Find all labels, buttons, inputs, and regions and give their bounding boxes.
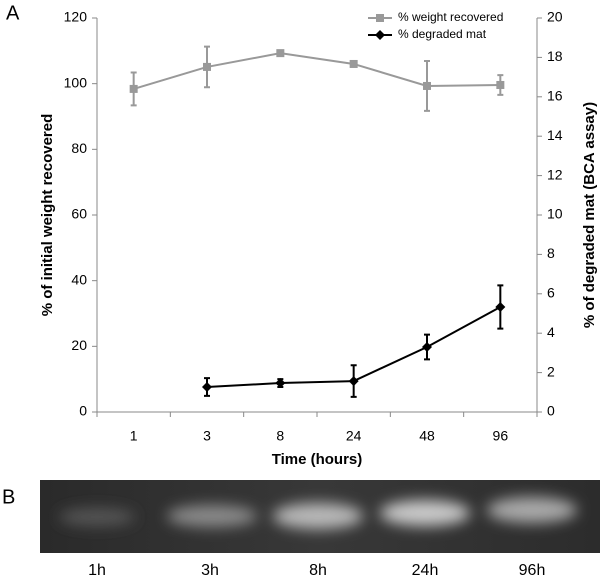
data-point [423,81,431,90]
legend-marker [376,14,384,22]
y-tick-label: 0 [79,403,87,419]
panel-label: A [6,2,20,24]
data-point [202,381,212,392]
legend-marker [375,30,385,40]
series-line [133,52,501,90]
gel-band [380,500,470,526]
y-tick-label: 80 [71,140,87,156]
y2-tick-label: 6 [547,285,555,301]
gel-band [59,508,135,526]
data-point [348,376,359,387]
y-tick-label: 40 [71,271,87,287]
gel-band [273,503,363,529]
legend-label: % degraded mat [398,27,487,41]
data-point [422,341,432,352]
x-tick-label: 24 [346,428,362,444]
y2-tick-label: 12 [547,166,563,182]
x-tick-label: 48 [419,428,435,444]
y2-axis-title: % of degraded mat (BCA assay) [581,102,598,328]
y2-tick-label: 18 [547,48,563,64]
y2-tick-label: 2 [547,363,555,379]
data-point [349,59,358,68]
data-point [495,301,506,312]
y-tick-label: 20 [71,337,87,353]
data-point [276,49,285,58]
gel-lane-label: 24h [412,562,439,579]
y-tick-label: 60 [71,206,87,222]
gel-band [487,497,577,523]
x-axis-title: Time (hours) [272,451,363,468]
legend-label: % weight recovered [398,10,503,24]
data-point [129,84,138,93]
data-point [203,62,211,71]
data-point [275,378,286,389]
y2-tick-label: 14 [547,127,563,143]
x-tick-label: 3 [203,428,211,444]
panel-label: B [2,486,15,508]
y-tick-label: 120 [64,9,88,25]
y2-tick-label: 0 [547,403,555,419]
y2-tick-label: 4 [547,324,555,340]
gel-lane-label: 96h [519,562,546,579]
x-tick-label: 8 [276,428,284,444]
gel-lane-label: 8h [309,562,327,579]
gel-lane-label: 3h [201,562,219,579]
x-tick-label: 1 [130,428,138,444]
gel-lane-label: 1h [88,562,106,579]
y2-tick-label: 8 [547,245,555,261]
y-tick-label: 100 [64,74,88,90]
data-point [496,80,505,89]
y2-tick-label: 16 [547,88,563,104]
x-tick-label: 96 [493,428,509,444]
gel-image [40,480,600,553]
y2-tick-label: 10 [547,206,563,222]
y-axis-title: % of initial weight recovered [39,114,56,317]
gel-band [167,505,257,527]
y2-tick-label: 20 [547,9,563,25]
